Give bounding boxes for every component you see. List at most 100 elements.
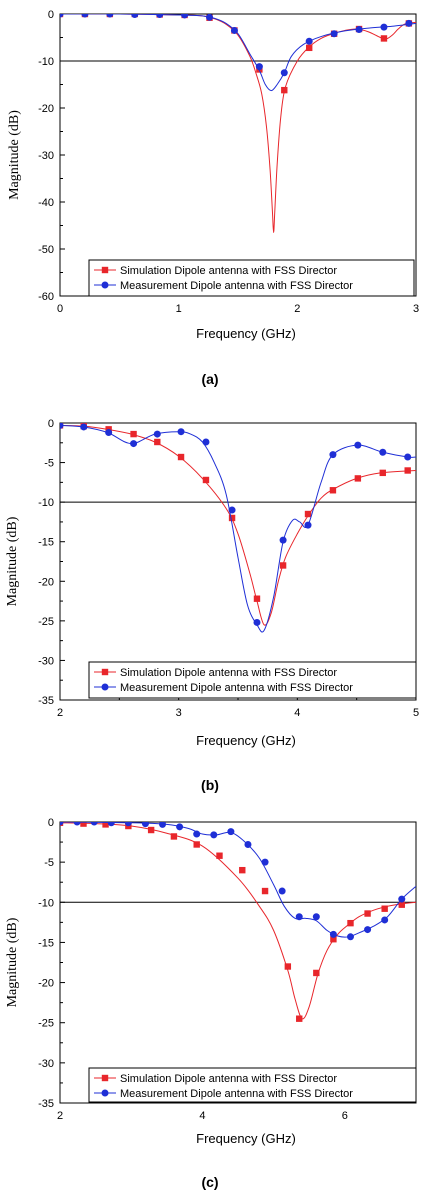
series-point-square <box>347 919 354 927</box>
series-line-2 <box>60 14 416 92</box>
series-point-square <box>239 866 246 874</box>
series-point-circle <box>181 14 189 19</box>
series-point-circle <box>60 822 64 826</box>
y-tick-label: -40 <box>38 197 54 209</box>
series-point-circle <box>398 895 406 903</box>
series-point-circle <box>210 831 218 839</box>
y-axis-title: Magnitude (dB) <box>7 110 22 200</box>
legend-box <box>88 661 417 699</box>
series-point-circle <box>81 14 89 18</box>
series-point-circle <box>202 438 210 446</box>
series-point-square <box>313 969 320 977</box>
series-line-2 <box>60 424 416 633</box>
series-point-circle <box>330 30 338 38</box>
series-point-square <box>379 469 386 477</box>
series-line-1 <box>60 14 416 234</box>
y-tick-label: -50 <box>38 244 54 256</box>
y-tick-label: 0 <box>48 817 54 829</box>
series-point-circle <box>244 840 252 848</box>
series-point-circle <box>304 521 312 529</box>
series-point-square <box>154 438 161 446</box>
panel-label: (c) <box>201 1174 218 1190</box>
series-point-circle <box>90 822 98 826</box>
x-tick-label: 5 <box>413 707 419 719</box>
series-point-square <box>304 510 312 518</box>
series-point-circle <box>131 14 139 18</box>
series-point-square <box>253 595 261 602</box>
series-point-circle <box>253 618 261 626</box>
y-tick-label: -25 <box>38 616 54 628</box>
series-point-square <box>381 905 388 912</box>
series-point-square <box>354 475 362 482</box>
y-tick-label: -15 <box>38 937 54 949</box>
legend-marker-square <box>101 668 109 676</box>
x-tick-label: 3 <box>413 303 419 315</box>
x-tick-label: 2 <box>294 303 300 315</box>
series-point-circle <box>279 536 287 544</box>
series-point-circle <box>404 453 412 461</box>
legend-entry-label: Measurement Dipole antenna with FSS Dire… <box>120 280 353 292</box>
series-point-circle <box>380 23 388 31</box>
series-point-circle <box>177 428 185 436</box>
series-point-circle <box>364 926 372 934</box>
chart-panel-3: 0 -5 -10 -15 -20 -25 -30 -352 4 6 Simulation Dipol… <box>5 817 417 1190</box>
series-point-circle <box>278 887 286 895</box>
series-point-square <box>364 910 371 917</box>
series-point-circle <box>206 14 214 21</box>
series-point-circle <box>381 916 389 924</box>
series-point-square <box>281 86 288 94</box>
y-tick-label: -30 <box>38 1058 54 1070</box>
x-axis-title: Frequency (GHz) <box>196 326 296 341</box>
legend-marker-circle <box>101 281 109 289</box>
series-point-square <box>228 514 236 522</box>
x-tick-label: 4 <box>294 707 300 719</box>
y-tick-label: -5 <box>44 857 54 869</box>
y-tick-label: -30 <box>38 150 54 162</box>
series-point-circle <box>141 822 149 828</box>
y-tick-label: 0 <box>48 418 54 430</box>
series-point-circle <box>159 822 167 828</box>
series-point-square <box>202 476 210 484</box>
series-point-circle <box>60 423 64 429</box>
series-line-2 <box>60 822 416 938</box>
y-tick-label: -35 <box>38 1098 54 1110</box>
x-tick-label: 2 <box>57 1110 63 1122</box>
y-tick-label: -5 <box>44 458 54 470</box>
series-point-square <box>147 826 155 834</box>
series-line-1 <box>60 424 416 626</box>
series-point-circle <box>80 423 88 431</box>
series-point-square <box>330 936 337 943</box>
series-point-square <box>279 562 287 569</box>
series-point-circle <box>106 14 114 18</box>
series-point-square <box>329 487 337 494</box>
plot-area <box>60 423 416 633</box>
x-tick-label: 3 <box>176 707 182 719</box>
x-tick-label: 4 <box>199 1110 205 1122</box>
legend-entry-label: Simulation Dipole antenna with FSS Direc… <box>120 667 337 679</box>
series-point-square <box>306 44 313 52</box>
y-tick-label: 0 <box>48 9 54 21</box>
series-point-square <box>170 833 178 840</box>
y-tick-label: -10 <box>38 56 54 68</box>
plot-frame <box>59 821 417 1104</box>
series-line-1 <box>60 822 416 1020</box>
series-point-square <box>398 901 405 908</box>
series-point-circle <box>379 448 387 456</box>
series-point-square <box>102 822 109 828</box>
legend-marker-circle <box>101 683 109 691</box>
legend-entry-label: Simulation Dipole antenna with FSS Direc… <box>120 265 337 277</box>
y-axis-title: Magnitude (dB) <box>5 516 20 606</box>
plot-area <box>60 822 416 1022</box>
legend-marker-square <box>101 266 109 274</box>
legend-entry-label: Simulation Dipole antenna with FSS Direc… <box>120 1073 337 1085</box>
y-tick-label: -10 <box>38 897 54 909</box>
chart-panel-2: 0 -5 -10 -15 -20 -25 -30 -352 3 4 5 Simulation Dipo… <box>5 418 419 793</box>
series-point-circle <box>176 823 184 831</box>
series-point-circle <box>355 26 363 34</box>
y-tick-label: -25 <box>38 1018 54 1030</box>
plot-frame <box>59 422 417 701</box>
series-point-circle <box>153 430 161 438</box>
y-tick-label: -15 <box>38 537 54 549</box>
series-point-circle <box>329 930 337 938</box>
